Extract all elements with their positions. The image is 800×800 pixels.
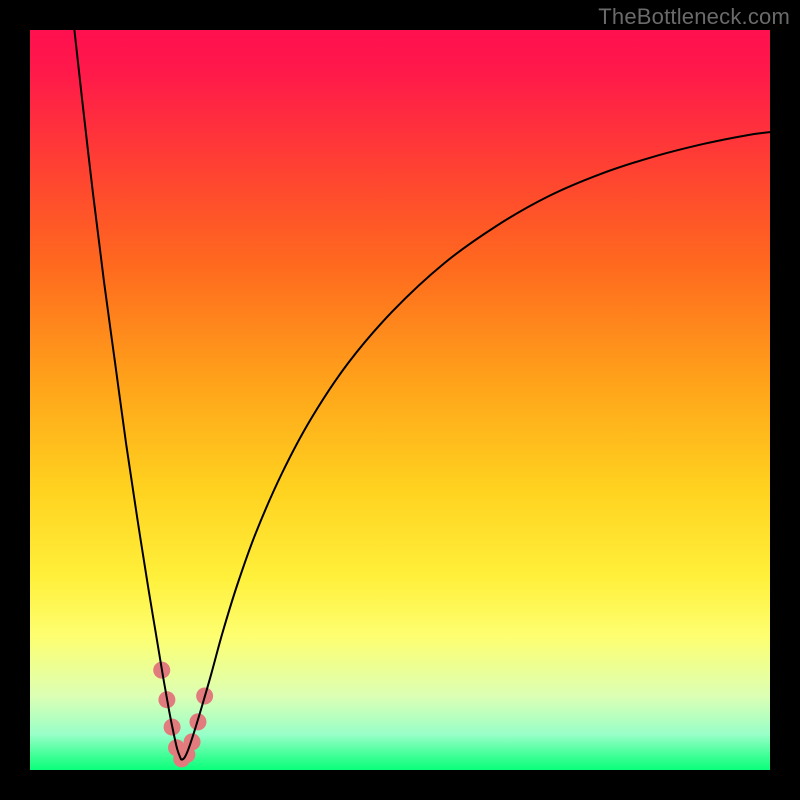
bottleneck-chart [0,0,800,800]
watermark-text: TheBottleneck.com [598,4,790,30]
chart-stage: TheBottleneck.com [0,0,800,800]
plot-background [30,30,770,770]
